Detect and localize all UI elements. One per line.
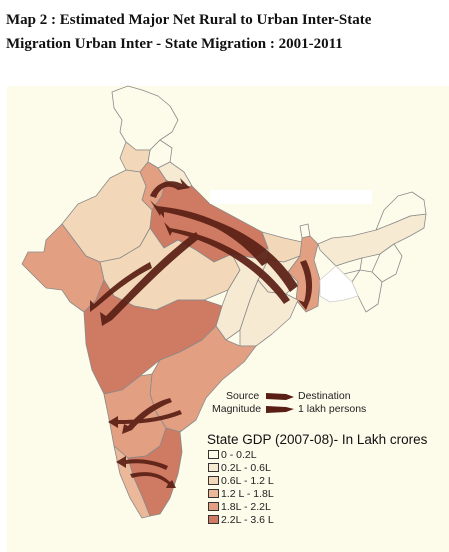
legend-source-label: Source	[226, 390, 259, 402]
gdp-legend-label: 2.2L - 3.6 L	[221, 513, 274, 526]
gdp-legend-swatch	[208, 502, 219, 511]
region-tamil-nadu	[127, 427, 183, 517]
map-title: Map 2 : Estimated Major Net Rural to Urb…	[6, 8, 446, 56]
legend-arrow-icon	[266, 393, 294, 400]
gdp-legend-item: 1.2 L - 1.8L	[208, 487, 274, 500]
flow-arrow-kerala-to-tn	[130, 472, 176, 488]
legend-destination-label: Destination	[298, 390, 351, 402]
gdp-legend-label: 1.8L - 2.2L	[221, 500, 271, 513]
legend-magnitude-value: 1 lakh persons	[298, 403, 366, 415]
migration-flows	[90, 178, 313, 488]
gdp-legend-swatch	[208, 489, 219, 498]
gdp-legend-item: 0.6L - 1.2 L	[208, 474, 274, 487]
gdp-legend-swatch	[208, 463, 219, 472]
flow-arrow-ap-to-karnataka-2	[122, 398, 172, 434]
gdp-legend-item: 0.2L - 0.6L	[208, 461, 274, 474]
flow-arrow-ap-to-karnataka	[108, 410, 182, 428]
flow-arrow-punjab-loop	[150, 178, 190, 198]
arrow-legend: Source Destination Magnitude 1 lakh pers…	[212, 390, 366, 415]
gdp-legend-swatch	[208, 450, 219, 459]
gdp-legend-title: State GDP (2007-08)- In Lakh crores	[207, 432, 428, 447]
flow-arrow-up-to-maharashtra	[100, 232, 200, 326]
gdp-legend-label: 0.6L - 1.2 L	[221, 474, 274, 487]
gdp-legend-item: 2.2L - 3.6 L	[208, 513, 274, 526]
region-gujarat	[21, 223, 105, 313]
gdp-legend: 0 - 0.2L 0.2L - 0.6L 0.6L - 1.2 L 1.2 L - 1…	[208, 448, 274, 526]
gdp-legend-label: 0 - 0.2L	[221, 448, 257, 461]
flow-arrow-mp-to-gujarat	[90, 262, 152, 312]
flow-arrow-bihar-to-delhi	[154, 204, 298, 292]
legend-magnitude-arrow-icon	[266, 406, 294, 413]
map-title-line-1: Map 2 : Estimated Major Net Rural to Urb…	[6, 12, 372, 28]
legend-magnitude-label: Magnitude	[212, 403, 261, 415]
flow-arrow-wb-local	[298, 260, 313, 310]
region-sikkim	[299, 223, 311, 239]
flow-arrow-bihar-to-haryana	[164, 222, 290, 304]
gdp-legend-swatch	[208, 476, 219, 485]
gdp-legend-label: 1.2 L - 1.8L	[221, 487, 274, 500]
label-mask	[210, 190, 372, 204]
gdp-legend-item: 1.8L - 2.2L	[208, 500, 274, 513]
gdp-legend-label: 0.2L - 0.6L	[221, 461, 271, 474]
map-title-line-2: Migration Urban Inter - State Migration …	[6, 36, 343, 52]
region-arunachal	[375, 191, 427, 231]
region-jammu-kashmir	[111, 85, 179, 151]
region-assam	[317, 213, 427, 267]
gdp-legend-swatch	[208, 515, 219, 524]
flow-arrow-tn-to-karnataka	[116, 456, 168, 470]
gdp-legend-item: 0 - 0.2L	[208, 448, 274, 461]
region-bangladesh-gap	[319, 265, 359, 303]
